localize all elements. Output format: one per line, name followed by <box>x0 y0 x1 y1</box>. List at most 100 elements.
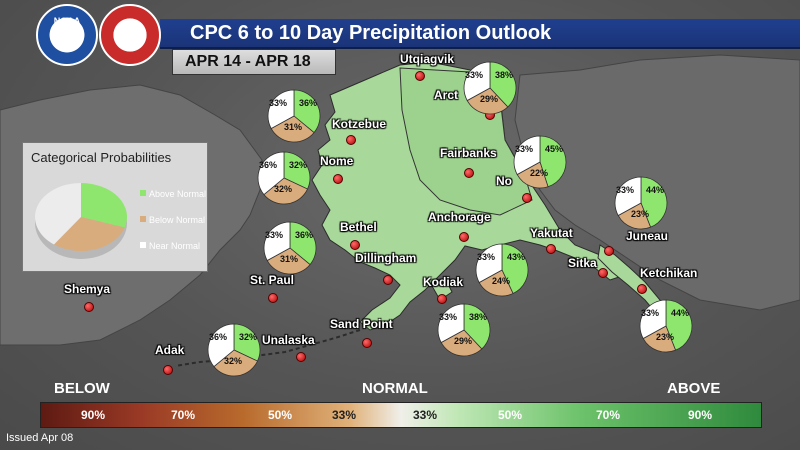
pie-label-below: 23% <box>656 332 675 342</box>
pie-slice-below <box>270 115 315 143</box>
city-dot <box>464 168 474 178</box>
noaa-logo-text: NOAA <box>53 16 81 26</box>
city-label: Yakutat <box>530 226 573 240</box>
pie-label-above: 45% <box>545 144 564 154</box>
city-dot <box>415 71 425 81</box>
city-label: Arct <box>434 88 459 102</box>
city-dot <box>459 232 469 242</box>
city-label: Dillingham <box>355 251 417 265</box>
pie-slice-near <box>513 135 541 176</box>
legend-example-pie <box>35 183 127 259</box>
pie-slice-below <box>266 247 311 275</box>
city-label: Ketchikan <box>640 266 698 280</box>
scale-tick: 50% <box>268 408 293 422</box>
city-label: Kodiak <box>423 275 464 289</box>
city-dot <box>296 352 306 362</box>
city-label: Anchorage <box>428 210 491 224</box>
pie-slice-below <box>516 161 549 189</box>
scale-below-label: BELOW <box>54 380 110 397</box>
legend-label: Above Normal <box>149 189 207 199</box>
pie-label-below: 31% <box>280 254 299 264</box>
city-dot <box>604 246 614 256</box>
pie-label-below: 31% <box>284 122 303 132</box>
pie-slice-below <box>617 202 652 230</box>
pie-chart: 33% 36% 31% <box>262 220 318 276</box>
date-range: APR 14 - APR 18 <box>185 53 311 70</box>
pie-label-above: 36% <box>299 98 318 108</box>
pie-chart: 33% 44% 23% <box>613 175 669 231</box>
legend-label: Near Normal <box>149 241 201 251</box>
pie-slice-above <box>665 299 693 351</box>
legend-below-slice <box>53 217 125 251</box>
city-label: Shemya <box>64 282 111 296</box>
pie-slice-above <box>463 303 491 350</box>
scale-above-label: ABOVE <box>667 380 721 397</box>
city-dot <box>84 302 94 312</box>
pie-slice-near <box>257 151 285 196</box>
city-dot <box>383 275 393 285</box>
city-dot <box>163 365 173 375</box>
city-dot <box>598 268 608 278</box>
pie-slice-near <box>463 61 491 102</box>
city-dot <box>362 338 372 348</box>
pie-chart: 36% 32% 32% <box>256 150 312 206</box>
scale-tick: 90% <box>81 408 106 422</box>
pie-slice-below <box>213 349 259 377</box>
probability-scale-bar: 90% 70% 50% 33% 33% 50% 70% 90% <box>40 402 762 428</box>
pie-slice-near <box>639 299 667 340</box>
pie-label-below: 29% <box>480 94 499 104</box>
pie-slice-below <box>440 329 483 357</box>
pie-label-above: 44% <box>671 308 690 318</box>
city-label: No <box>496 174 512 188</box>
pie-chart: 33% 38% 29% <box>436 302 492 358</box>
pie-slice-above <box>489 61 517 108</box>
pie-label-below: 23% <box>631 209 650 219</box>
pie-label-above: 32% <box>239 332 258 342</box>
pie-label-above: 43% <box>507 252 526 262</box>
city-label: Sand Point <box>330 317 393 331</box>
page-title: CPC 6 to 10 Day Precipitation Outlook <box>190 22 552 44</box>
pie-label-above: 38% <box>495 70 514 80</box>
pie-label-near: 33% <box>616 185 635 195</box>
pie-label-near: 33% <box>439 312 458 322</box>
pie-slice-above <box>539 135 567 188</box>
pie-slice-below <box>466 87 509 115</box>
scale-tick: 90% <box>688 408 713 422</box>
pie-label-near: 36% <box>209 332 228 342</box>
pie-slice-above <box>283 151 311 190</box>
pie-slice-above <box>233 323 261 362</box>
noaa-logo: NOAA <box>36 4 98 66</box>
pie-label-near: 36% <box>259 160 278 170</box>
aleutian-islands <box>174 329 361 367</box>
city-dot <box>522 193 532 203</box>
legend-swatch <box>140 242 146 248</box>
pie-chart: 33% 44% 23% <box>638 298 694 354</box>
city-dot <box>268 293 278 303</box>
issued-date: Issued Apr 08 <box>6 432 74 444</box>
legend-title: Categorical Probabilities <box>31 150 172 165</box>
scale-tick: 70% <box>596 408 621 422</box>
pie-label-above: 32% <box>289 160 308 170</box>
pie-slice-below <box>478 269 514 297</box>
legend-swatch <box>140 216 146 222</box>
scale-tick: 70% <box>171 408 196 422</box>
pie-label-near: 33% <box>477 252 496 262</box>
pie-slice-below <box>642 325 677 353</box>
pie-label-below: 32% <box>224 356 243 366</box>
city-label: Juneau <box>626 229 669 243</box>
scale-tick: 33% <box>413 408 438 422</box>
city-label: Sitka <box>568 256 597 270</box>
city-dot <box>546 244 556 254</box>
city-label: Kotzebue <box>332 117 386 131</box>
city-label: Fairbanks <box>440 146 497 160</box>
scale-tick: 50% <box>498 408 523 422</box>
pie-label-above: 44% <box>646 185 665 195</box>
title-bar: CPC 6 to 10 Day Precipitation Outlook <box>160 19 800 49</box>
pie-label-near: 33% <box>515 144 534 154</box>
legend-item-above: Above Normal <box>140 189 207 199</box>
city-label: Unalaska <box>262 333 315 347</box>
pie-slice-near <box>267 89 295 130</box>
pie-slice-above <box>289 221 317 266</box>
city-dot <box>346 135 356 145</box>
